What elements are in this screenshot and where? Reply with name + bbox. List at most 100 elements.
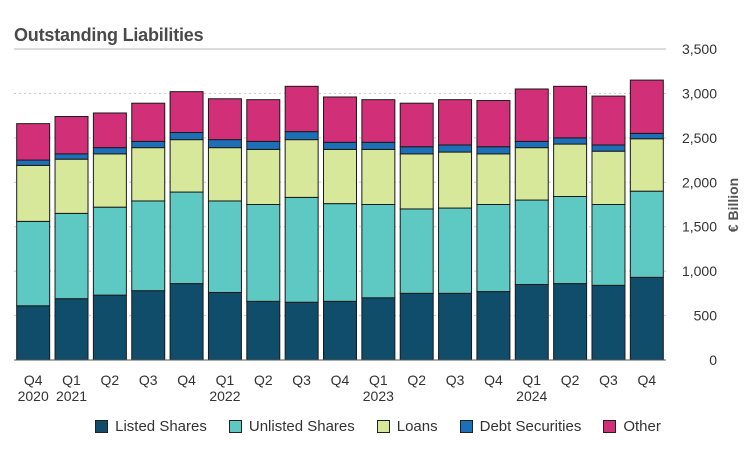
legend-swatch [603,420,617,433]
bar-segment [438,207,473,294]
bar-segment [553,137,588,145]
x-tick-label: Q2 [254,372,273,388]
bar-segment [514,199,549,285]
y-tick-label: 3,000 [682,85,717,101]
y-tick-label: 0 [709,352,717,368]
y-tick-label: 1,500 [682,219,717,235]
bar-segment [169,132,204,141]
bar-segment [92,206,127,296]
legend-swatch [228,420,242,433]
bar-segment [131,140,166,149]
bar-segment [207,200,242,293]
bar-segment [553,283,588,361]
bar-segment [54,158,89,214]
bar-segment [131,147,166,202]
bar-segment [131,102,166,142]
x-tick-label: Q3 [139,372,158,388]
bar-segment [92,147,127,155]
bar-segment [54,153,89,160]
x-tick-year-label: 2020 [18,388,49,404]
x-tick-label: Q3 [292,372,311,388]
bar-segment [476,100,511,148]
bar-segment [284,131,319,141]
x-tick-label: Q4 [177,372,196,388]
legend-label: Listed Shares [115,418,207,435]
legend-item: Unlisted Shares [228,418,355,435]
bar-segment [361,141,396,150]
bar-segment [476,291,511,361]
bar-segment [16,159,51,166]
bar-segment [399,153,434,210]
legend-item: Loans [376,418,438,435]
bar-segment [399,102,434,148]
bar-segment [591,284,626,361]
bar-segment [399,208,434,294]
x-tick-label: Q2 [407,372,426,388]
bar-segment [438,144,473,153]
x-tick-label: Q4 [484,372,503,388]
bar-segment [246,99,281,142]
x-tick-label: Q1 [522,372,541,388]
bar-segment [92,153,127,208]
chart-legend: Listed Shares Unlisted Shares Loans Debt Se… [0,418,756,435]
bar-segment [54,116,89,155]
bar-segment [399,292,434,361]
bar-segment [514,147,549,201]
x-tick-year-label: 2021 [56,388,87,404]
legend-swatch [95,420,109,433]
x-tick-label: Q2 [101,372,120,388]
bar-segment [169,191,204,285]
bar-segment [591,150,626,205]
bar-segment [246,148,281,205]
bar-segment [284,139,319,198]
bar-segment [629,132,664,140]
bar-segment [16,220,51,307]
legend-label: Loans [396,418,438,435]
bar-segment [629,138,664,192]
bar-segment [514,283,549,361]
bar-segment [169,91,204,134]
bar-segment [323,141,357,150]
bar-segment [207,147,242,202]
legend-label: Debt Securities [479,418,582,435]
x-tick-label: Q4 [637,372,656,388]
bar-segment [16,123,51,161]
bar-segment [169,283,204,361]
x-tick-label: Q3 [446,372,465,388]
bar-segment [246,204,281,302]
bar-segment [207,291,242,361]
bar-segment [284,301,319,361]
bar-segment [131,200,166,292]
bar-segment [476,153,511,205]
bar-segment [361,204,396,299]
bar-segment [323,300,357,361]
bar-segment [323,96,357,143]
x-tick-label: Q1 [369,372,388,388]
bar-segment [438,151,473,209]
bar-segment [92,112,127,149]
legend-item: Other [603,418,661,435]
bar-segment [629,79,664,134]
x-tick-year-label: 2024 [516,388,547,404]
bar-segment [629,190,664,278]
y-tick-label: 500 [694,308,718,324]
x-tick-label: Q1 [62,372,81,388]
x-tick-label: Q3 [599,372,618,388]
bar-segment [476,204,511,293]
bar-segment [514,88,549,142]
bar-segment [92,294,127,361]
bar-segment [16,164,51,222]
x-tick-label: Q2 [561,372,580,388]
x-tick-label: Q1 [216,372,235,388]
bar-segment [284,85,319,133]
x-tick-year-label: 2022 [209,388,240,404]
bar-segment [361,148,396,205]
bar-segment [591,95,626,146]
bar-segment [169,139,204,193]
bar-segment [553,85,588,139]
bar-segment [131,290,166,361]
legend-swatch [376,420,390,433]
chart-title: Outstanding Liabilities [14,25,204,45]
bar-segment [16,305,51,361]
bar-segment [476,146,511,155]
